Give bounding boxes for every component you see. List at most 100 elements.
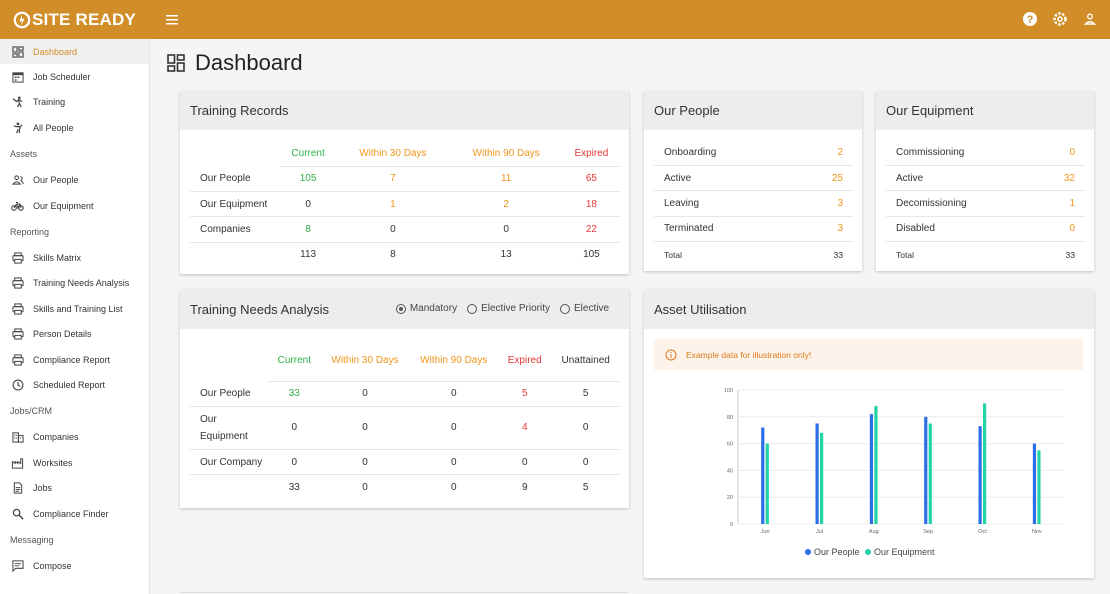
table-row[interactable]: Decomissioning 1 [886,190,1085,217]
table-row[interactable]: Disabled 0 [886,216,1085,243]
sidebar-item-training-needs-analysis[interactable]: Training Needs Analysis [0,271,149,296]
y-tick-label: 40 [727,468,733,474]
x-tick-label: Aug [869,529,879,535]
column-header: Expired [498,341,552,382]
sidebar-item-our-equipment[interactable]: Our Equipment [0,193,149,218]
sidebar-item-dashboard[interactable]: Dashboard [0,39,149,65]
card-title-bar: Training Needs Analysis Mandatory Electiv… [180,290,629,329]
sidebar-item-person-details[interactable]: Person Details [0,322,149,347]
row-label: Our People [190,381,268,407]
notice-text: Example data for illustration only! [686,349,812,360]
sidebar-item-compose[interactable]: Compose [0,553,149,578]
sidebar-item-skills-and-training-list[interactable]: Skills and Training List [0,296,149,321]
table-row[interactable]: Onboarding 2 [654,140,853,166]
radio-button-icon[interactable] [395,303,406,314]
dashboard-icon [167,54,185,72]
table-row[interactable]: Our Company 0 0 0 0 0 [190,449,620,476]
sidebar-item-all-people[interactable]: All People [0,115,149,140]
our-equipment-table: Commissioning 0 Active 32 Decomissioning 1 Dis… [886,140,1085,267]
card-title: Our People [644,91,862,130]
brand-logo[interactable]: SITE READY [13,10,136,30]
totals-row: 113 8 13 105 [190,242,620,266]
page-title-bar: Dashboard [166,50,303,76]
sidebar-item-training[interactable]: Training [0,90,149,115]
bar-our-equipment [983,403,987,524]
radio-button-icon[interactable] [467,303,478,314]
row-label: Disabled [886,216,1044,243]
table-row[interactable]: Terminated 3 [654,216,853,243]
header-blank [190,142,280,166]
page-title: Dashboard [195,50,303,75]
sidebar-item-compliance-report[interactable]: Compliance Report [0,347,149,372]
user-icon[interactable] [1082,11,1098,27]
table-cell: 0 [320,406,410,450]
radio-mandatory[interactable]: Mandatory [395,303,457,314]
row-value: 0 [1043,216,1085,243]
table-row[interactable]: Our People 33 0 0 5 5 [190,381,620,407]
menu-icon[interactable] [164,12,180,27]
card-title: Asset Utilisation [644,290,1094,329]
table-row[interactable]: Our Equipment 0 0 0 4 0 [190,406,620,450]
table-cell: 0 [449,216,563,243]
sidebar-item-our-people[interactable]: Our People [0,168,149,193]
table-row[interactable]: Our Equipment 0 1 2 18 [190,191,620,218]
sidebar-item-worksites[interactable]: Worksites [0,450,149,475]
table-row[interactable]: Leaving 3 [654,190,853,217]
table-cell: 0 [409,406,499,450]
x-tick-label: Oct [978,529,987,535]
sidebar-item-label: Worksites [33,457,73,468]
radio-elective-priority[interactable]: Elective Priority [467,303,550,314]
print-icon [11,353,24,366]
table-cell: 33 [268,381,321,407]
total-value: 33 [1065,249,1075,260]
sidebar-item-companies[interactable]: Companies [0,425,149,450]
bar-our-equipment [1037,450,1041,524]
bar-our-people [924,416,928,524]
clock-icon [11,378,24,391]
radio-elective[interactable]: Elective [559,303,609,314]
sidebar-section-title: Assets [10,149,38,160]
table-cell: 0 [280,191,337,218]
table-cell: 5 [498,381,552,407]
row-label: Our Equipment [190,191,280,218]
x-tick-label: Sep [923,529,933,535]
row-label: Active [654,165,803,192]
sidebar-item-label: Compose [33,560,72,571]
table-row[interactable]: Active 25 [654,165,853,192]
sidebar-item-label: Our Equipment [33,200,94,211]
settings-icon[interactable] [1052,11,1068,27]
y-tick-label: 80 [727,415,733,421]
sidebar-item-job-scheduler[interactable]: Job Scheduler [0,64,149,89]
brand-name: SITE READY [32,9,137,29]
sidebar-item-label: Compliance Finder [33,508,109,519]
total-cell: 113 [300,248,317,260]
help-icon[interactable]: ? [1022,11,1038,27]
total-cell: 33 [288,481,300,493]
total-cell: 0 [450,481,457,493]
sidebar-item-scheduled-report[interactable]: Scheduled Report [0,372,149,397]
y-tick-label: 60 [727,442,733,448]
sidebar-item-label: Training [33,97,66,108]
sidebar-item-jobs[interactable]: Jobs [0,475,149,500]
legend-marker [865,549,871,555]
row-label: Active [886,165,1044,192]
radio-button-icon[interactable] [559,303,570,314]
sidebar-item-label: Person Details [33,329,92,340]
totals-row: 33 0 0 9 5 [190,475,620,499]
sidebar-item-skills-matrix[interactable]: Skills Matrix [0,245,149,270]
sidebar-item-label: Training Needs Analysis [33,278,130,289]
table-row[interactable]: Commissioning 0 [886,140,1085,166]
sidebar-item-compliance-finder[interactable]: Compliance Finder [0,501,149,526]
tna-filter-radio-group: Mandatory Elective Priority Elective [395,303,609,314]
total-label: Total [664,249,682,260]
column-header: Unattained [551,341,620,382]
bar-our-equipment [928,423,932,524]
column-header: Current [268,341,321,382]
table-row[interactable]: Active 32 [886,165,1085,192]
table-row[interactable]: Our People 105 7 11 65 [190,166,620,192]
table-header-row: Current Within 30 Days Within 90 Days Expir… [190,142,620,167]
y-tick-label: 20 [727,495,733,501]
legend-label: Our People [814,547,860,557]
table-row[interactable]: Companies 8 0 0 22 [190,216,620,243]
sidebar-item-label: Compliance Report [33,354,111,365]
